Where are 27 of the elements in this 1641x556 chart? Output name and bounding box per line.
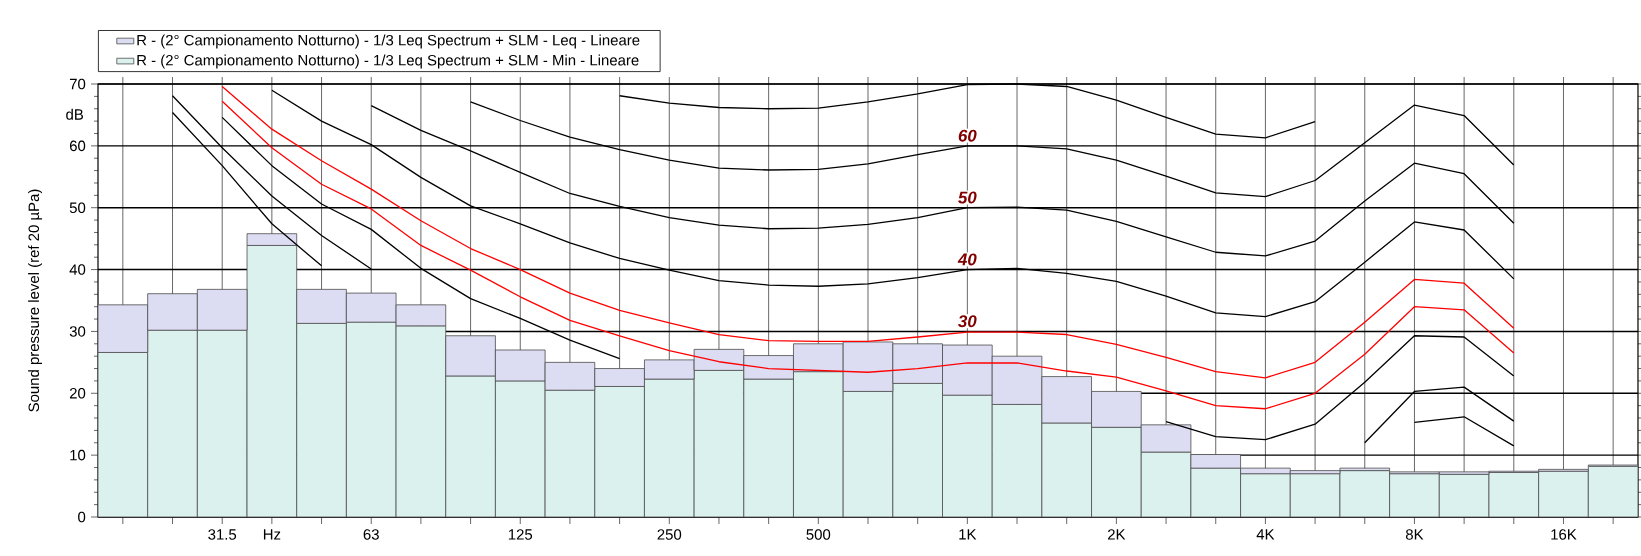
y-tick-label: 10	[70, 449, 86, 461]
x-tick-label: 4K	[1256, 529, 1275, 540]
x-tick-label: 500	[806, 529, 831, 540]
x-tick-label: 16K	[1551, 529, 1577, 540]
y-tick-label: 0	[78, 511, 86, 523]
annotation: 60	[958, 129, 977, 142]
y-tick-label: 70	[69, 78, 86, 90]
y-axis-title: Sound pressure level (ref 20 µPa)	[28, 189, 43, 412]
x-tick-label: 2K	[1107, 529, 1126, 540]
x-tick-label: 1K	[959, 529, 977, 540]
y-tick-label: 50	[69, 202, 86, 213]
x-tick-label: 125	[508, 529, 533, 540]
annotation: 40	[957, 253, 977, 266]
annotation: 30	[958, 315, 977, 328]
y-tick-label: 30	[69, 326, 86, 337]
legend-label: R - (2° Campionamento Notturno) - 1/3 Leq Spectrum + SLM - Min - Lineare	[137, 54, 639, 69]
x-tick-label: 63	[363, 529, 379, 540]
x-tick-label: 31.5	[208, 529, 237, 540]
y-tick-label: 40	[69, 264, 86, 275]
text: dB	[66, 108, 84, 120]
annotation: 50	[958, 191, 977, 204]
legend-label: R - (2° Campionamento Notturno) - 1/3 Leq Spectrum + SLM - Leq - Lineare	[137, 34, 640, 49]
x-tick-label: 8K	[1405, 529, 1424, 540]
x-tick-label: Hz	[263, 529, 281, 540]
y-tick-label: 20	[69, 387, 86, 399]
y-tick-label: 60	[69, 140, 86, 152]
x-tick-label: 250	[657, 529, 682, 540]
